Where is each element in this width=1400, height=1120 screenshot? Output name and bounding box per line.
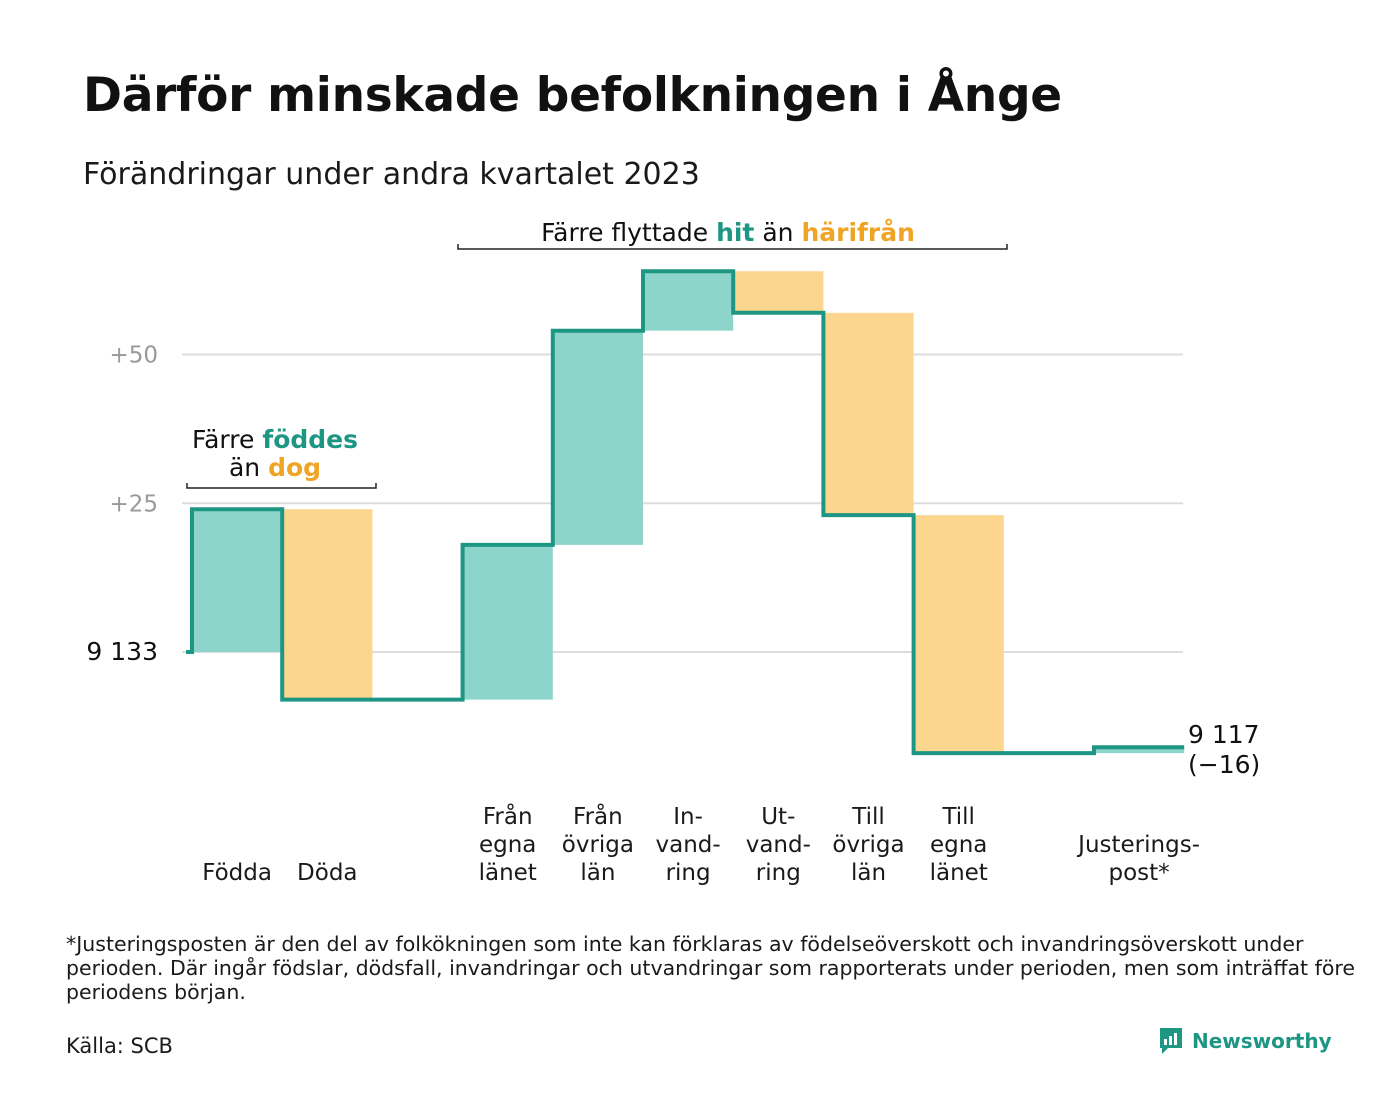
annotation-births-bracket — [186, 483, 377, 489]
category-label: länet — [479, 860, 537, 886]
waterfall-bar — [643, 271, 734, 331]
category-label: övriga — [832, 832, 904, 858]
category-label: ring — [666, 860, 711, 886]
footnote: *Justeringsposten är den del av folkökni… — [66, 932, 1355, 1004]
category-label: länet — [930, 860, 988, 886]
running-total-path — [186, 269, 1185, 756]
category-label: Från — [483, 802, 533, 830]
chart-subtitle: Förändringar under andra kvartalet 2023 — [83, 157, 700, 192]
category-label: egna — [479, 832, 536, 858]
end-value-label: 9 117 — [1188, 720, 1260, 749]
annotation-migration-bracket — [457, 244, 1008, 250]
newsworthy-logo-icon — [1160, 1028, 1182, 1054]
waterfall-bar — [733, 271, 824, 313]
value-labels: 9 133 9 117(−16) — [86, 637, 1260, 779]
category-label: vand- — [656, 832, 721, 858]
category-label: Födda — [202, 860, 272, 886]
category-label: Till — [851, 804, 885, 830]
category-label: län — [851, 860, 886, 886]
category-label: Justerings- — [1076, 832, 1200, 858]
waterfall-chart: +50+25 Födda DödaFrånegnalänetFrånövrigal… — [86, 218, 1260, 886]
waterfall-bar — [282, 509, 373, 700]
annotation-migration: Färre flyttade hit än härifrån — [541, 218, 915, 247]
waterfall-bar — [192, 509, 283, 652]
annotation-births-line2: än dog — [229, 453, 321, 482]
bars — [192, 271, 1185, 754]
end-change-label: (−16) — [1188, 750, 1260, 779]
category-label: Till — [941, 804, 975, 830]
y-axis-ticks: +50 +25 — [109, 343, 158, 518]
category-labels: Födda DödaFrånegnalänetFrånövrigalänIn-va… — [202, 802, 1200, 886]
waterfall-bar — [552, 330, 643, 545]
waterfall-bar — [462, 544, 553, 700]
category-label: övriga — [562, 832, 634, 858]
category-label: vand- — [746, 832, 811, 858]
running-total-line — [186, 269, 1185, 756]
category-label: In- — [673, 804, 703, 830]
brand-logo[interactable]: Newsworthy — [1158, 1026, 1332, 1056]
category-label: ring — [756, 860, 801, 886]
waterfall-bar — [1094, 747, 1185, 754]
y-tick-label: +50 — [109, 343, 158, 369]
y-tick-label: +25 — [109, 491, 158, 517]
category-label: län — [580, 860, 615, 886]
category-label: Från — [573, 802, 623, 830]
start-value-label: 9 133 — [86, 637, 158, 666]
waterfall-bar — [823, 312, 914, 516]
chart-title: Därför minskade befolkningen i Ånge — [83, 68, 1062, 123]
brand-name: Newsworthy — [1192, 1029, 1332, 1053]
category-label: Ut- — [761, 804, 795, 830]
category-label: Döda — [297, 860, 357, 886]
annotation-births-line1: Färre föddes — [192, 425, 358, 454]
category-label: post* — [1109, 860, 1170, 886]
waterfall-bar — [913, 515, 1004, 754]
category-label: egna — [930, 832, 987, 858]
source-note: Källa: SCB — [66, 1034, 173, 1058]
